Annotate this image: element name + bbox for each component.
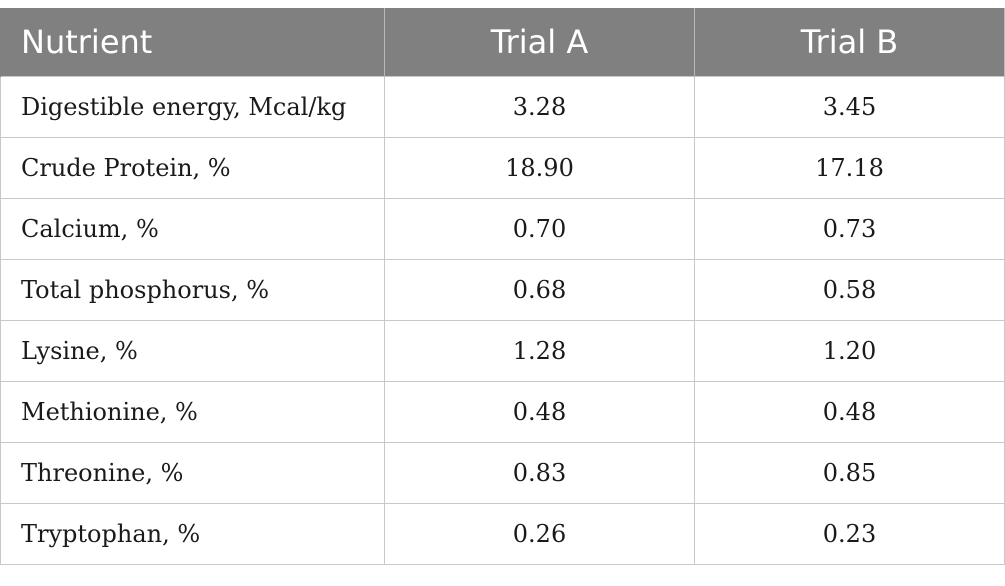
nutrient-cell: Crude Protein, % bbox=[0, 137, 385, 199]
trial-b-cell: 0.23 bbox=[694, 503, 1005, 565]
trial-a-cell: 0.70 bbox=[384, 198, 695, 260]
table-row: Lysine, % 1.28 1.20 bbox=[0, 320, 1005, 382]
trial-b-cell: 1.20 bbox=[694, 320, 1005, 382]
trial-b-cell: 3.45 bbox=[694, 76, 1005, 138]
trial-a-cell: 18.90 bbox=[384, 137, 695, 199]
trial-b-cell: 0.58 bbox=[694, 259, 1005, 321]
nutrient-cell: Tryptophan, % bbox=[0, 503, 385, 565]
table-body: Digestible energy, Mcal/kg 3.28 3.45 Cru… bbox=[0, 76, 1005, 565]
trial-a-cell: 0.26 bbox=[384, 503, 695, 565]
header-trial-b: Trial B bbox=[694, 8, 1005, 77]
table-row: Total phosphorus, % 0.68 0.58 bbox=[0, 259, 1005, 321]
nutrient-cell: Digestible energy, Mcal/kg bbox=[0, 76, 385, 138]
table-row: Tryptophan, % 0.26 0.23 bbox=[0, 503, 1005, 565]
header-row: Nutrient Trial A Trial B bbox=[0, 8, 1005, 77]
trial-b-cell: 17.18 bbox=[694, 137, 1005, 199]
header-nutrient: Nutrient bbox=[0, 8, 385, 77]
table-header: Nutrient Trial A Trial B bbox=[0, 8, 1005, 77]
trial-b-cell: 0.48 bbox=[694, 381, 1005, 443]
table-row: Crude Protein, % 18.90 17.18 bbox=[0, 137, 1005, 199]
table-row: Digestible energy, Mcal/kg 3.28 3.45 bbox=[0, 76, 1005, 138]
trial-a-cell: 0.83 bbox=[384, 442, 695, 504]
nutrient-table-container: Nutrient Trial A Trial B Digestible ener… bbox=[0, 8, 1005, 565]
trial-b-cell: 0.85 bbox=[694, 442, 1005, 504]
table-row: Threonine, % 0.83 0.85 bbox=[0, 442, 1005, 504]
trial-a-cell: 0.68 bbox=[384, 259, 695, 321]
trial-a-cell: 1.28 bbox=[384, 320, 695, 382]
table-row: Methionine, % 0.48 0.48 bbox=[0, 381, 1005, 443]
nutrient-cell: Lysine, % bbox=[0, 320, 385, 382]
trial-a-cell: 3.28 bbox=[384, 76, 695, 138]
table-row: Calcium, % 0.70 0.73 bbox=[0, 198, 1005, 260]
trial-b-cell: 0.73 bbox=[694, 198, 1005, 260]
header-trial-a: Trial A bbox=[384, 8, 695, 77]
nutrient-table: Nutrient Trial A Trial B Digestible ener… bbox=[0, 8, 1005, 565]
trial-a-cell: 0.48 bbox=[384, 381, 695, 443]
nutrient-cell: Calcium, % bbox=[0, 198, 385, 260]
nutrient-cell: Threonine, % bbox=[0, 442, 385, 504]
nutrient-cell: Methionine, % bbox=[0, 381, 385, 443]
nutrient-cell: Total phosphorus, % bbox=[0, 259, 385, 321]
